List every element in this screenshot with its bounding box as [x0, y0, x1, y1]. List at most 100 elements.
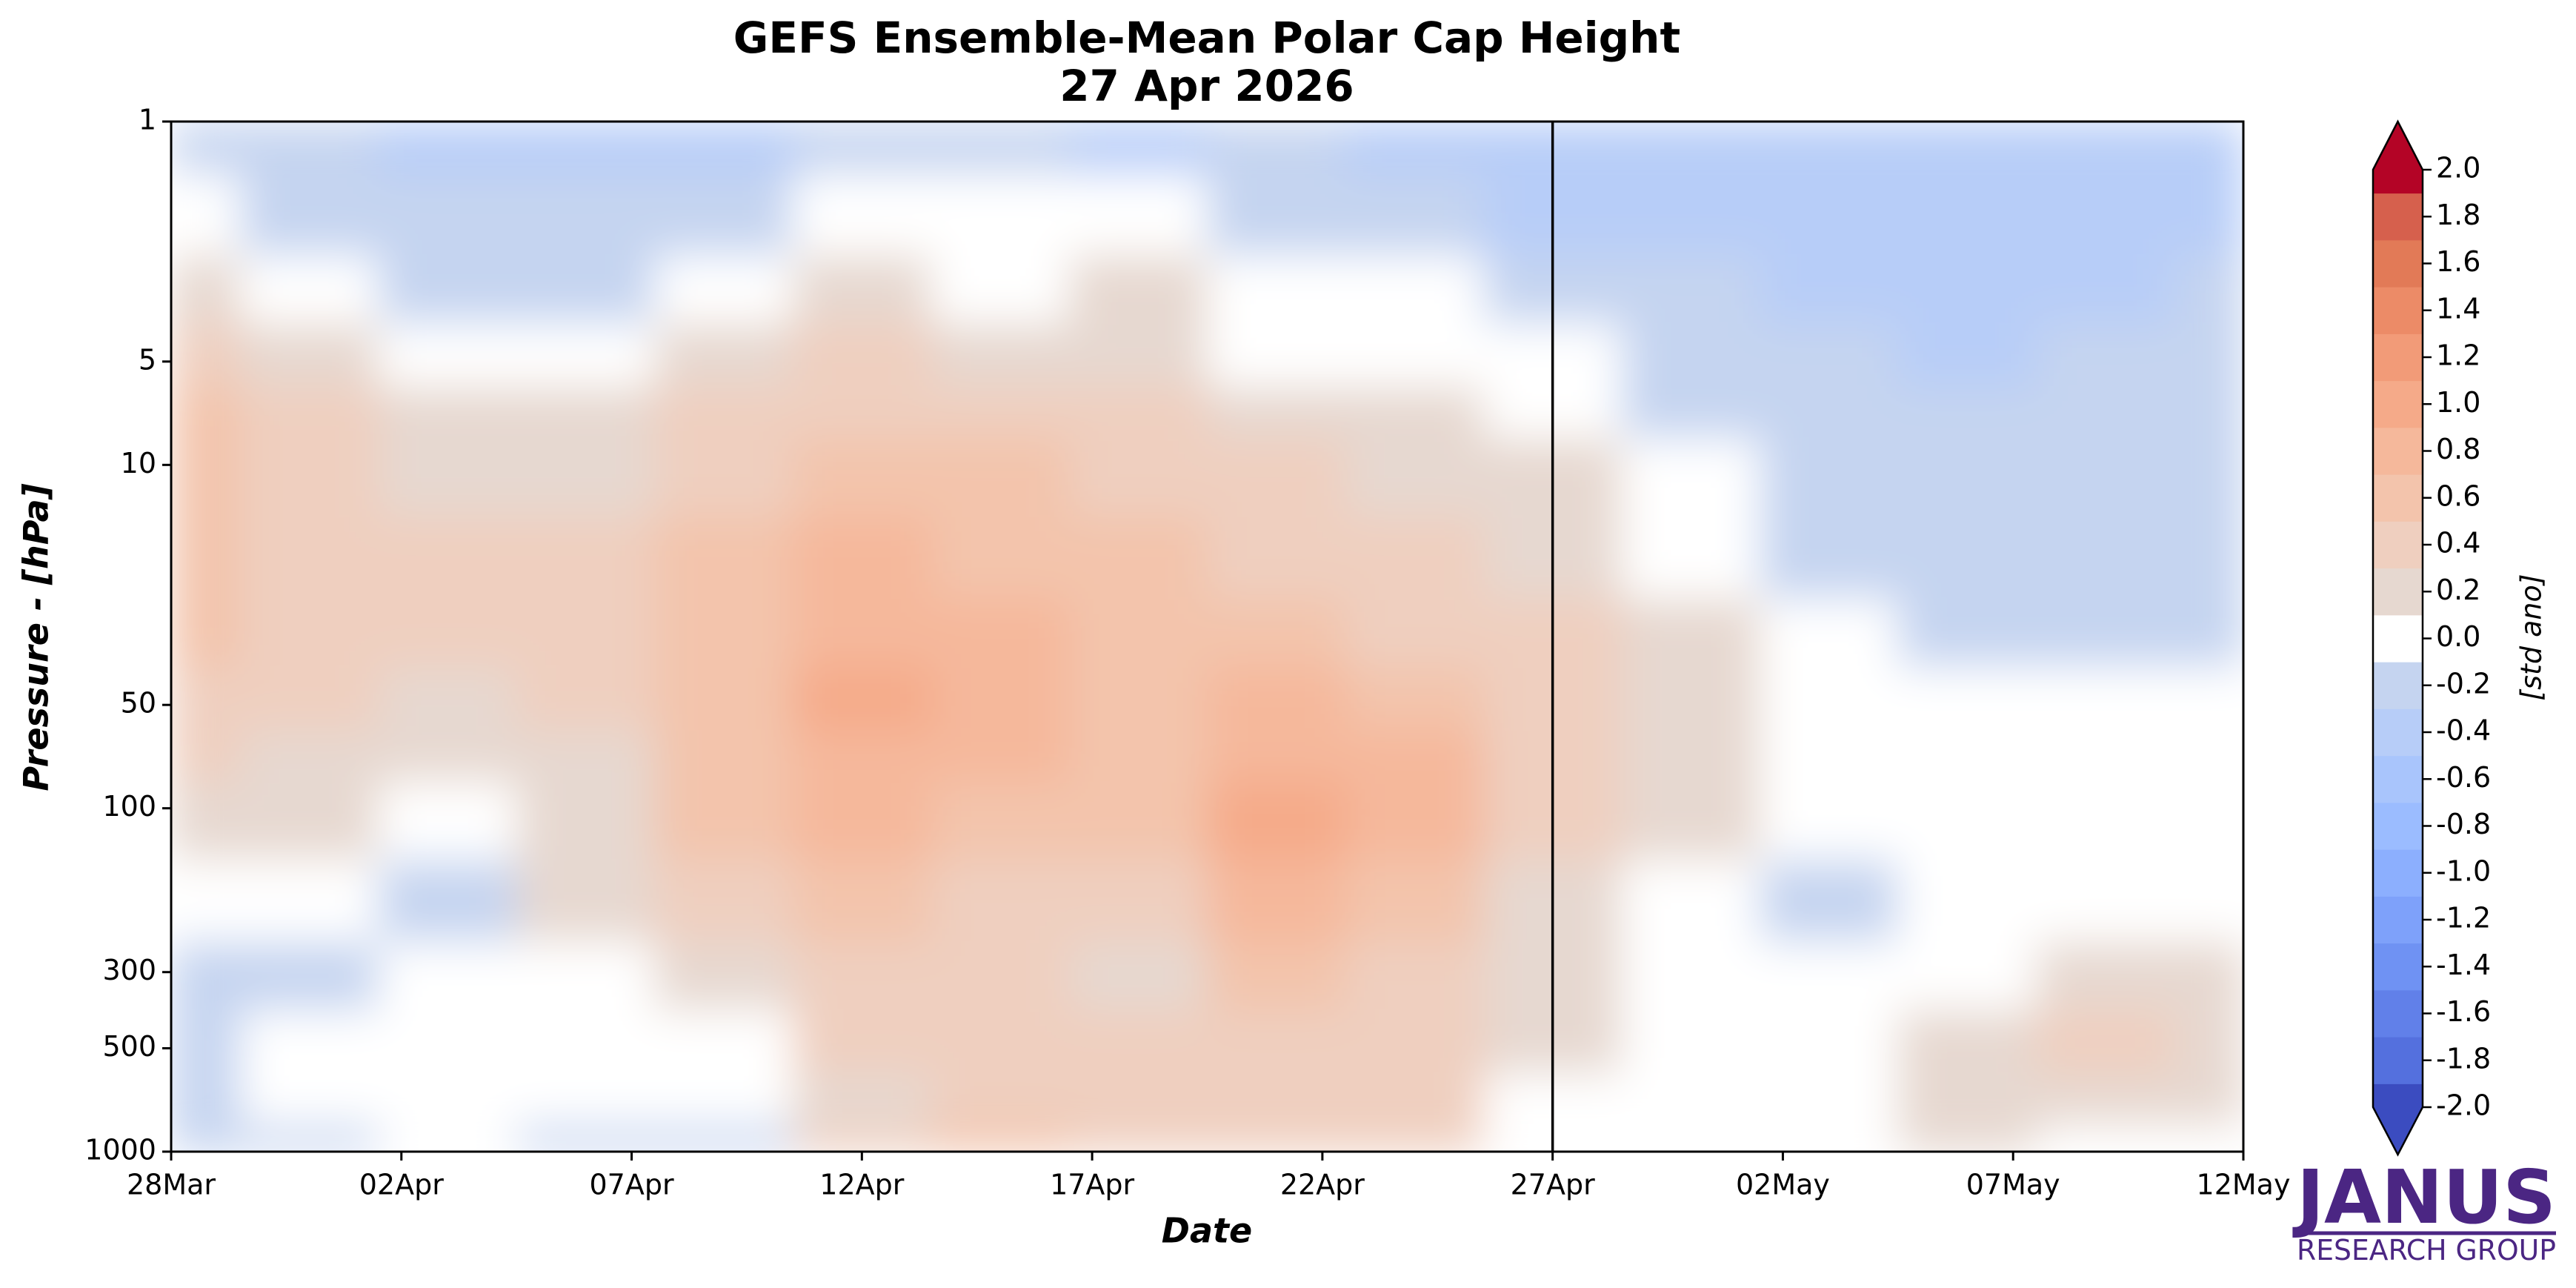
contour-cell	[1207, 860, 1346, 943]
colorbar-band	[2373, 802, 2423, 850]
contour-cell	[2036, 1073, 2175, 1126]
contour-cell	[1069, 666, 1208, 731]
contour-cell	[793, 255, 932, 324]
contour-cell	[1069, 173, 1208, 256]
colorbar-tick-label: -0.8	[2436, 808, 2491, 840]
contour-cell	[1760, 666, 1899, 731]
contour-cell	[378, 517, 517, 600]
colorbar-tick-label: 0.4	[2436, 527, 2480, 560]
contour-cell	[2036, 666, 2175, 731]
y-tick-label: 500	[102, 1030, 156, 1063]
contour-cell	[654, 517, 793, 600]
contour-cell	[378, 386, 517, 439]
contour-cell	[931, 941, 1070, 1011]
contour-cell	[1760, 438, 1899, 517]
y-tick-label: 10	[121, 447, 156, 479]
colorbar-band	[2373, 521, 2423, 569]
contour-cell	[1897, 1010, 2037, 1074]
contour-cell	[654, 1010, 793, 1074]
y-axis-label: Pressure - [hPa]	[16, 483, 56, 791]
y-tick-label: 50	[121, 687, 156, 720]
x-tick-label: 27Apr	[1511, 1169, 1595, 1201]
contour-cell	[240, 1073, 379, 1126]
contour-cell	[378, 438, 517, 517]
contour-cell	[171, 941, 241, 1011]
contour-cell	[171, 386, 241, 439]
contour-cell	[1069, 323, 1208, 388]
colorbar-band	[2373, 662, 2423, 709]
contour-cell	[516, 730, 656, 783]
contour-cell	[931, 323, 1070, 388]
contour-cell	[516, 255, 656, 324]
contour-cell	[654, 1125, 793, 1152]
colorbar-band	[2373, 943, 2423, 991]
contour-cell	[1207, 1125, 1346, 1152]
contour-cell	[2036, 122, 2175, 174]
plot-area	[171, 122, 2243, 1152]
contour-cell	[1621, 1073, 1760, 1126]
contour-cell	[793, 173, 932, 256]
contour-cell	[931, 517, 1070, 600]
y-tick-label: 1000	[84, 1134, 156, 1166]
contour-cell	[2036, 517, 2175, 600]
colorbar-tick-label: 2.0	[2436, 152, 2480, 185]
contour-field	[171, 122, 2243, 1152]
contour-cell	[654, 255, 793, 324]
contour-cell	[2036, 781, 2175, 860]
contour-cell	[240, 860, 379, 943]
contour-cell	[654, 122, 793, 174]
contour-cell	[1069, 255, 1208, 324]
contour-cell	[1760, 1010, 1899, 1074]
x-axis-label: Date	[1162, 1211, 1252, 1251]
contour-cell	[1760, 860, 1899, 943]
contour-cell	[654, 598, 793, 668]
colorbar-band	[2373, 239, 2423, 288]
contour-cell	[793, 1073, 932, 1126]
contour-cell	[516, 860, 656, 943]
contour-cell	[240, 323, 379, 388]
contour-cell	[1207, 517, 1346, 600]
contour-cell	[931, 598, 1070, 668]
contour-cell	[1621, 781, 1760, 860]
contour-cell	[654, 666, 793, 731]
y-tick-label: 300	[102, 954, 156, 986]
contour-cell	[378, 122, 517, 174]
contour-cell	[2036, 255, 2175, 324]
contour-cell	[1207, 386, 1346, 439]
contour-cell	[1069, 941, 1208, 1011]
contour-cell	[1069, 517, 1208, 600]
contour-cell	[2174, 386, 2243, 439]
colorbar-tick-label: 0.8	[2436, 433, 2480, 465]
contour-cell	[2036, 173, 2175, 256]
contour-cell	[1207, 323, 1346, 388]
contour-cell	[1345, 386, 1484, 439]
colorbar-tick-label: -1.2	[2436, 902, 2491, 935]
contour-cell	[793, 598, 932, 668]
contour-cell	[171, 173, 241, 256]
contour-cell	[931, 1125, 1070, 1152]
colorbar-band	[2373, 568, 2423, 616]
contour-cell	[1621, 122, 1760, 174]
contour-cell	[1345, 438, 1484, 517]
contour-cell	[516, 323, 656, 388]
contour-cell	[516, 517, 656, 600]
colorbar-tick-label: -1.4	[2436, 949, 2491, 981]
colorbar-tick-label: -0.2	[2436, 667, 2491, 700]
contour-cell	[1345, 781, 1484, 860]
x-tick-label: 28Mar	[127, 1169, 216, 1201]
contour-cell	[793, 323, 932, 388]
colorbar-band	[2373, 989, 2423, 1038]
colorbar-tick-label: 1.6	[2436, 245, 2480, 278]
contour-cell	[171, 860, 241, 943]
contour-cell	[793, 1010, 932, 1074]
contour-cell	[1621, 438, 1760, 517]
contour-cell	[931, 666, 1070, 731]
contour-cell	[1207, 941, 1346, 1011]
colorbar-band	[2373, 755, 2423, 803]
contour-cell	[1345, 323, 1484, 388]
colorbar-band	[2373, 427, 2423, 475]
contour-cell	[1621, 517, 1760, 600]
contour-cell	[240, 781, 379, 860]
colorbar-tick-label: 0.2	[2436, 574, 2480, 606]
